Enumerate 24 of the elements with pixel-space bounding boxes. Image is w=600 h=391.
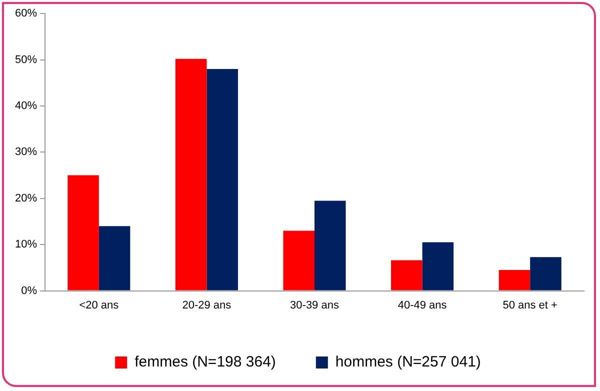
bar — [391, 260, 422, 290]
bar — [530, 257, 562, 290]
bar — [206, 69, 238, 290]
x-tick-label: 50 ans et + — [502, 299, 558, 312]
x-tick-label: 30-39 ans — [290, 299, 340, 312]
x-tick-label: 40-49 ans — [398, 299, 448, 312]
bar — [283, 230, 315, 290]
y-tick-label: 20% — [14, 192, 38, 204]
y-tick-label: 10% — [14, 238, 38, 251]
bar — [314, 200, 346, 290]
legend-label: femmes (N=198 364) — [134, 354, 276, 371]
y-tick-label: 60% — [14, 8, 38, 20]
bar — [68, 175, 99, 290]
bar — [422, 242, 454, 290]
x-tick-label: 20-29 ans — [182, 299, 232, 312]
y-tick-label: 0% — [21, 284, 38, 297]
bar — [98, 226, 130, 290]
bar — [175, 58, 207, 290]
y-tick-label: 40% — [14, 100, 38, 112]
y-tick-label: 50% — [14, 54, 38, 66]
x-tick-label: <20 ans — [79, 299, 120, 312]
y-tick-label: 30% — [14, 146, 38, 158]
legend-label: hommes (N=257 041) — [335, 354, 481, 371]
bar — [498, 270, 530, 290]
